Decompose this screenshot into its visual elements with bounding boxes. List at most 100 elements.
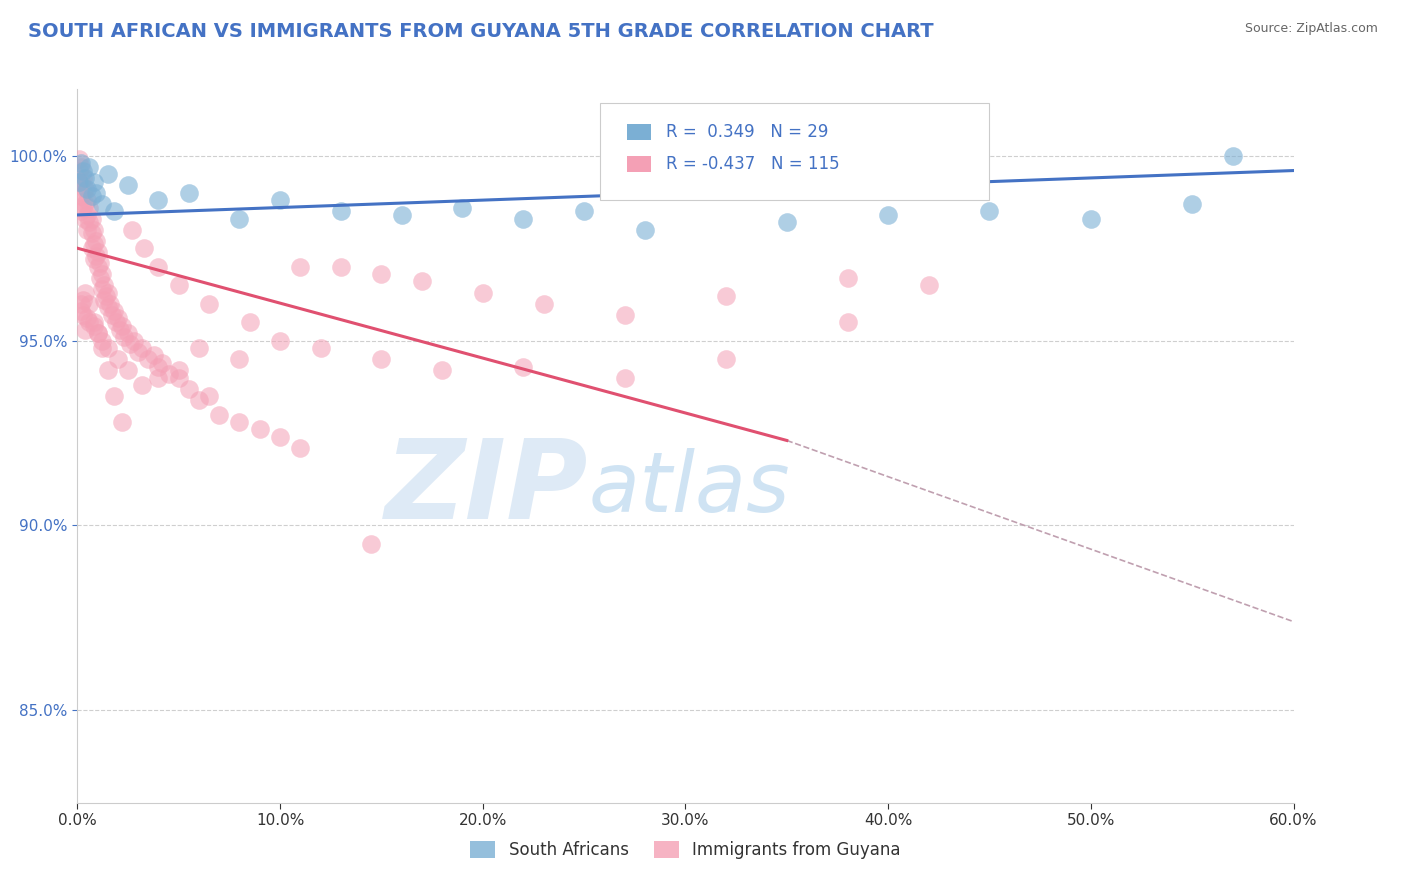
Point — [1080, 211, 1102, 226]
Point — [112, 330, 135, 344]
Text: ZIP: ZIP — [385, 435, 588, 542]
Point — [131, 341, 153, 355]
Point — [117, 178, 139, 193]
Point — [512, 211, 534, 226]
Point — [118, 337, 141, 351]
Point — [290, 441, 312, 455]
Point — [75, 170, 97, 185]
Point — [1222, 149, 1244, 163]
Point — [67, 163, 90, 178]
Point — [117, 363, 139, 377]
Point — [70, 175, 93, 189]
Point — [94, 289, 117, 303]
Point — [107, 352, 129, 367]
Point — [714, 289, 737, 303]
Legend: South Africans, Immigrants from Guyana: South Africans, Immigrants from Guyana — [464, 834, 907, 866]
Point — [70, 156, 93, 170]
Point — [776, 215, 799, 229]
Point — [198, 389, 221, 403]
Point — [121, 223, 143, 237]
FancyBboxPatch shape — [600, 103, 990, 200]
Text: atlas: atlas — [588, 449, 790, 529]
Point — [70, 304, 93, 318]
Point — [79, 160, 101, 174]
Point — [167, 370, 190, 384]
Point — [79, 215, 101, 229]
Point — [177, 186, 200, 200]
Point — [430, 363, 453, 377]
Point — [148, 193, 170, 207]
Point — [76, 208, 98, 222]
Point — [127, 344, 149, 359]
Point — [370, 267, 392, 281]
Text: R =  0.349   N = 29: R = 0.349 N = 29 — [665, 123, 828, 141]
Point — [75, 322, 97, 336]
Point — [84, 234, 107, 248]
Point — [512, 359, 534, 374]
Point — [90, 341, 112, 355]
Point — [134, 241, 156, 255]
Point — [75, 182, 97, 196]
Point — [136, 352, 159, 367]
Point — [83, 223, 105, 237]
Point — [269, 193, 291, 207]
Point — [131, 378, 153, 392]
Point — [533, 296, 555, 310]
Point — [157, 367, 180, 381]
Point — [269, 334, 291, 348]
Point — [309, 341, 332, 355]
Point — [370, 352, 392, 367]
Point — [79, 315, 101, 329]
Point — [80, 189, 103, 203]
Point — [188, 341, 211, 355]
Point — [83, 318, 105, 333]
Point — [79, 201, 101, 215]
Point — [239, 315, 262, 329]
Point — [471, 285, 494, 300]
FancyBboxPatch shape — [627, 124, 651, 140]
Point — [97, 285, 120, 300]
Point — [451, 201, 474, 215]
Point — [70, 189, 93, 203]
Point — [76, 223, 98, 237]
Point — [167, 278, 190, 293]
Point — [67, 153, 90, 167]
Point — [67, 175, 90, 189]
Point — [290, 260, 312, 274]
Point — [97, 363, 120, 377]
Point — [228, 352, 250, 367]
Point — [167, 363, 190, 377]
Point — [122, 334, 145, 348]
Text: R = -0.437   N = 115: R = -0.437 N = 115 — [665, 155, 839, 173]
Point — [143, 348, 166, 362]
Point — [83, 315, 105, 329]
Point — [613, 370, 636, 384]
Point — [83, 252, 105, 267]
Point — [90, 334, 112, 348]
Point — [391, 208, 413, 222]
FancyBboxPatch shape — [627, 156, 651, 172]
Point — [208, 408, 231, 422]
Point — [72, 163, 94, 178]
Point — [877, 208, 900, 222]
Point — [70, 204, 93, 219]
Point — [198, 296, 221, 310]
Point — [97, 167, 120, 181]
Point — [360, 537, 382, 551]
Point — [329, 204, 352, 219]
Point — [148, 370, 170, 384]
Point — [148, 260, 170, 274]
Text: Source: ZipAtlas.com: Source: ZipAtlas.com — [1244, 22, 1378, 36]
Point — [329, 260, 352, 274]
Point — [103, 204, 125, 219]
Point — [228, 415, 250, 429]
Point — [76, 311, 98, 326]
Point — [111, 415, 134, 429]
Text: SOUTH AFRICAN VS IMMIGRANTS FROM GUYANA 5TH GRADE CORRELATION CHART: SOUTH AFRICAN VS IMMIGRANTS FROM GUYANA … — [28, 22, 934, 41]
Point — [86, 326, 108, 341]
Point — [249, 422, 271, 436]
Point — [101, 308, 124, 322]
Point — [111, 318, 134, 333]
Point — [108, 322, 131, 336]
Point — [837, 270, 859, 285]
